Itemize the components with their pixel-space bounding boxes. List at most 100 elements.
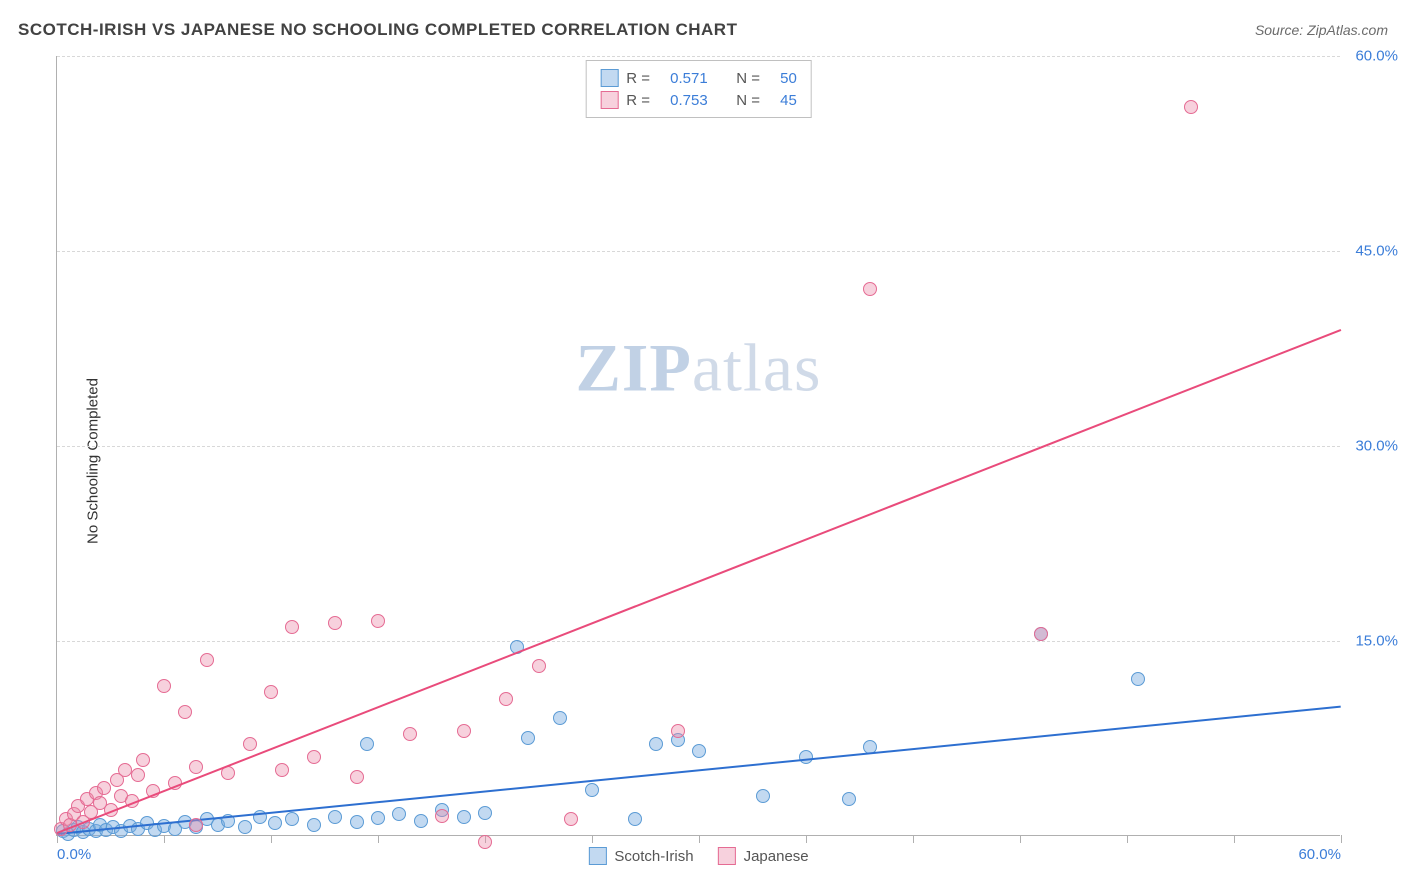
legend-n-value: 50 — [780, 70, 797, 87]
scatter-point — [307, 750, 321, 764]
scatter-point — [131, 768, 145, 782]
source-attribution: Source: ZipAtlas.com — [1255, 22, 1388, 38]
scatter-point — [371, 811, 385, 825]
scatter-point — [478, 806, 492, 820]
x-tick — [913, 835, 914, 843]
scatter-point — [97, 781, 111, 795]
scatter-point — [564, 812, 578, 826]
scatter-point — [499, 692, 513, 706]
x-tick — [1127, 835, 1128, 843]
legend-swatch — [600, 91, 618, 109]
scatter-point — [799, 750, 813, 764]
scatter-point — [842, 792, 856, 806]
scatter-point — [136, 753, 150, 767]
scatter-point — [371, 614, 385, 628]
scatter-point — [200, 653, 214, 667]
x-tick — [1020, 835, 1021, 843]
legend-n-label: N = — [736, 92, 760, 109]
source-prefix: Source: — [1255, 22, 1303, 38]
scatter-point — [275, 763, 289, 777]
scatter-point — [238, 820, 252, 834]
x-tick-label: 60.0% — [1298, 846, 1341, 863]
scatter-point — [457, 810, 471, 824]
series-legend: Scotch-Irish Japanese — [588, 847, 808, 865]
legend-n-label: N = — [736, 70, 760, 87]
x-tick-label: 0.0% — [57, 846, 91, 863]
scatter-point — [1184, 100, 1198, 114]
scatter-point — [628, 812, 642, 826]
scatter-point — [649, 737, 663, 751]
y-tick-label: 60.0% — [1355, 48, 1398, 65]
scatter-point — [457, 724, 471, 738]
legend-swatch — [600, 69, 618, 87]
watermark-zip: ZIP — [576, 329, 692, 405]
scatter-point — [189, 760, 203, 774]
scatter-point — [1131, 672, 1145, 686]
x-tick — [699, 835, 700, 843]
x-tick — [806, 835, 807, 843]
scatter-point — [521, 731, 535, 745]
legend-n-value: 45 — [780, 92, 797, 109]
series-legend-item: Japanese — [718, 847, 809, 865]
legend-r-label: R = — [626, 70, 650, 87]
y-tick-label: 15.0% — [1355, 633, 1398, 650]
plot-area: ZIPatlas R = 0.571 N = 50R = 0.753 N = 4… — [56, 56, 1340, 836]
legend-swatch — [588, 847, 606, 865]
scatter-point — [478, 835, 492, 849]
legend-r-value: 0.753 — [670, 92, 708, 109]
scatter-point — [264, 685, 278, 699]
chart-title: SCOTCH-IRISH VS JAPANESE NO SCHOOLING CO… — [18, 20, 737, 40]
scatter-point — [350, 770, 364, 784]
y-tick-label: 30.0% — [1355, 438, 1398, 455]
legend-row: R = 0.753 N = 45 — [600, 89, 797, 111]
scatter-point — [178, 705, 192, 719]
series-legend-item: Scotch-Irish — [588, 847, 693, 865]
trend-line — [57, 329, 1342, 834]
scatter-point — [671, 724, 685, 738]
series-name: Scotch-Irish — [614, 848, 693, 865]
scatter-point — [392, 807, 406, 821]
legend-swatch — [718, 847, 736, 865]
x-tick — [378, 835, 379, 843]
scatter-point — [360, 737, 374, 751]
scatter-point — [285, 812, 299, 826]
scatter-point — [863, 282, 877, 296]
scatter-point — [414, 814, 428, 828]
gridline — [57, 641, 1340, 642]
x-tick — [1341, 835, 1342, 843]
chart-container: No Schooling Completed ZIPatlas R = 0.57… — [50, 56, 1390, 866]
scatter-point — [328, 616, 342, 630]
scatter-point — [692, 744, 706, 758]
chart-header: SCOTCH-IRISH VS JAPANESE NO SCHOOLING CO… — [18, 20, 1388, 40]
scatter-point — [157, 679, 171, 693]
scatter-point — [553, 711, 567, 725]
x-tick — [1234, 835, 1235, 843]
scatter-point — [1034, 627, 1048, 641]
correlation-legend-box: R = 0.571 N = 50R = 0.753 N = 45 — [585, 60, 812, 118]
scatter-point — [285, 620, 299, 634]
x-tick — [592, 835, 593, 843]
scatter-point — [756, 789, 770, 803]
gridline — [57, 251, 1340, 252]
series-name: Japanese — [744, 848, 809, 865]
scatter-point — [328, 810, 342, 824]
x-tick — [164, 835, 165, 843]
scatter-point — [189, 818, 203, 832]
watermark-logo: ZIPatlas — [576, 328, 822, 407]
gridline — [57, 446, 1340, 447]
legend-r-label: R = — [626, 92, 650, 109]
scatter-point — [585, 783, 599, 797]
legend-row: R = 0.571 N = 50 — [600, 67, 797, 89]
trend-line — [57, 706, 1341, 835]
scatter-point — [532, 659, 546, 673]
scatter-point — [403, 727, 417, 741]
scatter-point — [435, 809, 449, 823]
legend-r-value: 0.571 — [670, 70, 708, 87]
scatter-point — [243, 737, 257, 751]
scatter-point — [307, 818, 321, 832]
scatter-point — [268, 816, 282, 830]
x-tick — [271, 835, 272, 843]
source-name: ZipAtlas.com — [1307, 22, 1388, 38]
y-tick-label: 45.0% — [1355, 243, 1398, 260]
watermark-atlas: atlas — [692, 329, 822, 405]
